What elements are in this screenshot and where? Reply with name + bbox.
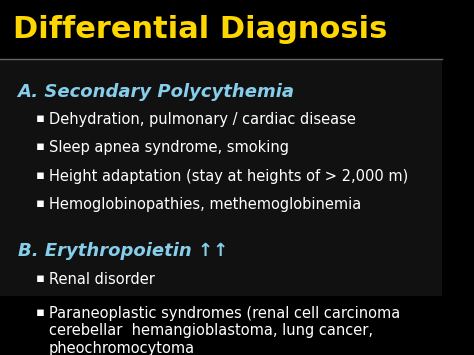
- Text: ▪: ▪: [36, 169, 45, 181]
- Text: ▪: ▪: [36, 112, 45, 125]
- Text: B. Erythropoietin ↑↑: B. Erythropoietin ↑↑: [18, 242, 228, 261]
- Text: Paraneoplastic syndromes (renal cell carcinoma
cerebellar  hemangioblastoma, lun: Paraneoplastic syndromes (renal cell car…: [49, 306, 400, 355]
- FancyBboxPatch shape: [0, 59, 442, 296]
- Text: ▪: ▪: [36, 306, 45, 319]
- Text: A. Secondary Polycythemia: A. Secondary Polycythemia: [18, 83, 295, 101]
- FancyBboxPatch shape: [0, 0, 442, 59]
- Text: Sleep apnea syndrome, smoking: Sleep apnea syndrome, smoking: [49, 141, 289, 155]
- Text: Renal disorder: Renal disorder: [49, 272, 155, 287]
- Text: ▪: ▪: [36, 141, 45, 153]
- Text: Differential Diagnosis: Differential Diagnosis: [13, 15, 388, 44]
- Text: Height adaptation (stay at heights of > 2,000 m): Height adaptation (stay at heights of > …: [49, 169, 408, 184]
- Text: ▪: ▪: [36, 197, 45, 209]
- Text: ▪: ▪: [36, 272, 45, 285]
- Text: Hemoglobinopathies, methemoglobinemia: Hemoglobinopathies, methemoglobinemia: [49, 197, 361, 212]
- Text: Dehydration, pulmonary / cardiac disease: Dehydration, pulmonary / cardiac disease: [49, 112, 356, 127]
